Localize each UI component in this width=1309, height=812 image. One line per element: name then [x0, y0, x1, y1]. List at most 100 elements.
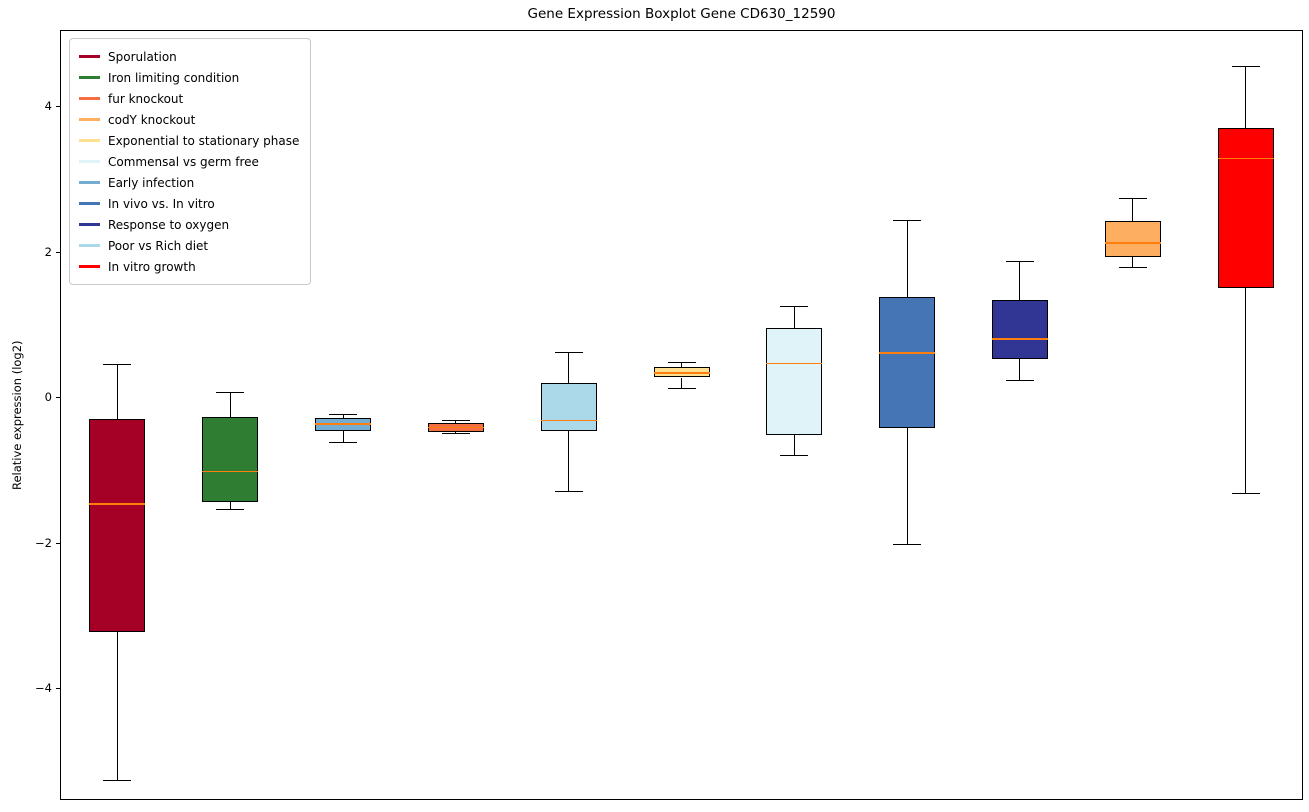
legend-item: Exponential to stationary phase: [79, 130, 299, 151]
whisker-cap-lower: [216, 508, 245, 510]
whisker-line-upper: [1245, 66, 1247, 128]
legend-swatch: [79, 139, 100, 142]
legend-item: codY knockout: [79, 109, 299, 130]
legend-item: Commensal vs germ free: [79, 151, 299, 172]
y-tick-label: 2: [44, 244, 52, 259]
median-line: [653, 372, 710, 374]
boxplot-box: [766, 328, 823, 435]
median-line: [315, 423, 372, 425]
boxplot-box: [202, 416, 259, 502]
boxplot-box: [540, 382, 597, 432]
whisker-cap-upper: [554, 351, 583, 353]
legend-swatch: [79, 265, 100, 268]
y-tick-mark: [56, 688, 60, 690]
y-tick-label: 0: [44, 390, 52, 405]
whisker-line-lower: [568, 431, 570, 492]
whisker-cap-upper: [329, 414, 358, 416]
legend-swatch: [79, 244, 100, 247]
whisker-line-upper: [568, 352, 570, 383]
legend-swatch: [79, 223, 100, 226]
legend-item: fur knockout: [79, 88, 299, 109]
whisker-cap-upper: [216, 392, 245, 394]
chart-title: Gene Expression Boxplot Gene CD630_12590: [527, 6, 836, 22]
legend-swatch: [79, 55, 100, 58]
whisker-line-upper: [116, 364, 118, 419]
legend-item: In vitro growth: [79, 256, 299, 277]
whisker-cap-upper: [103, 363, 132, 365]
whisker-cap-upper: [1118, 197, 1147, 199]
legend-label: codY knockout: [108, 112, 196, 127]
legend-swatch: [79, 202, 100, 205]
whisker-cap-upper: [780, 306, 809, 308]
legend-item: Response to oxygen: [79, 214, 299, 235]
y-tick-mark: [56, 251, 60, 253]
legend-label: Poor vs Rich diet: [108, 238, 209, 253]
legend-item: Early infection: [79, 172, 299, 193]
y-tick-label: −2: [35, 535, 52, 550]
y-tick-label: 4: [44, 98, 52, 113]
median-line: [202, 470, 259, 473]
whisker-line-lower: [1245, 287, 1247, 494]
boxplot-box: [89, 419, 146, 632]
whisker-line-lower: [229, 501, 231, 510]
whisker-line-upper: [681, 362, 682, 367]
boxplot-box: [1104, 220, 1161, 257]
legend: Sporulation Iron limiting condition fur kn…: [69, 38, 312, 285]
legend-label: In vitro growth: [108, 259, 196, 274]
whisker-line-upper: [342, 414, 344, 419]
legend-swatch: [79, 181, 100, 184]
legend-label: Response to oxygen: [108, 217, 230, 232]
whisker-cap-lower: [329, 441, 358, 443]
legend-item: In vivo vs. In vitro: [79, 193, 299, 214]
whisker-cap-lower: [103, 780, 132, 782]
legend-item: Sporulation: [79, 46, 299, 67]
whisker-cap-lower: [441, 433, 470, 435]
whisker-line-lower: [342, 430, 344, 443]
legend-item: Iron limiting condition: [79, 67, 299, 88]
legend-label: Commensal vs germ free: [108, 154, 259, 169]
legend-swatch: [79, 97, 100, 100]
whisker-cap-lower: [667, 387, 696, 389]
y-tick-mark: [56, 542, 60, 544]
whisker-cap-lower: [554, 490, 583, 492]
whisker-line-upper: [1019, 261, 1021, 301]
boxplot-box: [879, 296, 936, 428]
legend-swatch: [79, 118, 100, 121]
whisker-line-lower: [1132, 256, 1134, 268]
whisker-cap-upper: [1231, 66, 1260, 68]
legend-item: Poor vs Rich diet: [79, 235, 299, 256]
whisker-line-lower: [793, 435, 795, 456]
whisker-line-lower: [681, 377, 682, 389]
whisker-line-upper: [455, 420, 457, 424]
legend-swatch: [79, 160, 100, 163]
median-line: [1104, 242, 1161, 244]
boxplot-box: [653, 366, 710, 378]
whisker-cap-upper: [441, 419, 470, 421]
legend-label: Exponential to stationary phase: [108, 133, 300, 148]
legend-label: In vivo vs. In vitro: [108, 196, 215, 211]
legend-label: Early infection: [108, 175, 195, 190]
median-line: [427, 426, 484, 429]
whisker-line-lower: [1019, 358, 1021, 381]
whisker-cap-lower: [780, 454, 809, 456]
median-line: [89, 503, 146, 505]
whisker-line-lower: [906, 427, 908, 545]
median-line: [879, 352, 936, 354]
whisker-line-lower: [455, 432, 457, 434]
whisker-line-upper: [793, 306, 795, 328]
whisker-cap-lower: [1005, 379, 1034, 381]
whisker-cap-lower: [893, 543, 922, 545]
whisker-line-upper: [1132, 198, 1134, 221]
legend-swatch: [79, 76, 100, 79]
median-line: [766, 362, 823, 365]
whisker-cap-lower: [1231, 492, 1260, 494]
whisker-cap-upper: [893, 219, 922, 221]
legend-label: fur knockout: [108, 91, 184, 106]
median-line: [991, 338, 1048, 340]
whisker-cap-upper: [667, 361, 696, 363]
whisker-line-upper: [906, 220, 908, 297]
whisker-cap-upper: [1005, 261, 1034, 263]
median-line: [1217, 157, 1274, 160]
median-line: [540, 419, 597, 422]
